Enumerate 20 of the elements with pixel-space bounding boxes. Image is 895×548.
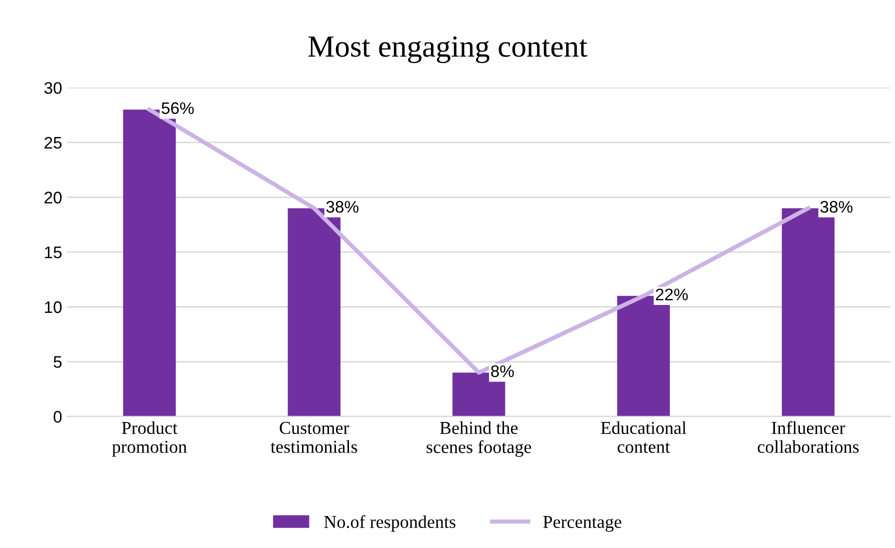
y-tick-label: 20 <box>44 192 62 204</box>
chart-title: Most engaging content <box>308 36 588 64</box>
x-tick-label: Customer testimonials <box>270 422 358 453</box>
data-label: 56% <box>162 102 194 114</box>
legend-label: Percentage <box>543 516 622 532</box>
x-tick-label: Product promotion <box>112 421 187 457</box>
data-label: 22% <box>656 288 688 300</box>
y-tick-label: 0 <box>54 410 62 423</box>
y-tick-label: 10 <box>45 301 62 314</box>
data-label: 38% <box>326 200 358 213</box>
y-tick-label: 25 <box>44 136 62 149</box>
y-tick-label: 5 <box>54 356 62 368</box>
data-label: 8% <box>491 365 514 378</box>
legend-label: No.of respondents <box>324 515 456 532</box>
x-tick-label: Influencer collaborations <box>758 421 859 453</box>
x-tick-label: Educational content <box>600 421 686 453</box>
y-tick-label: 15 <box>45 246 62 258</box>
data-label: 38% <box>820 200 852 213</box>
x-tick-label: Behind the scenes footage <box>426 421 532 457</box>
y-tick-label: 30 <box>44 82 62 94</box>
